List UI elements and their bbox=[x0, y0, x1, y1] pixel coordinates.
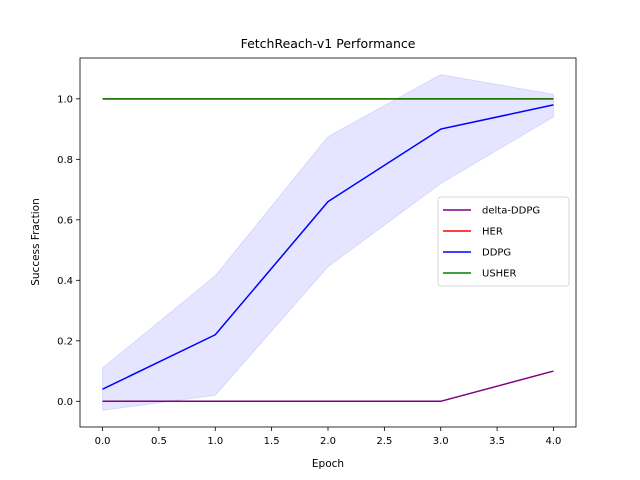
series-line-delta-ddpg bbox=[102, 370, 554, 403]
series-layer bbox=[102, 98, 554, 403]
x-tick-label: 4.0 bbox=[546, 436, 562, 447]
legend-label-ddpg: DDPG bbox=[482, 248, 511, 259]
y-tick-label: 0.4 bbox=[57, 276, 73, 287]
y-axis-label: Success Fraction bbox=[30, 198, 42, 286]
legend-label-usher: USHER bbox=[482, 269, 517, 280]
y-tick-label: 0.0 bbox=[57, 397, 73, 408]
x-tick-label: 3.0 bbox=[433, 436, 449, 447]
y-axis: 0.0 0.2 0.4 0.6 0.8 1.0 bbox=[57, 94, 80, 408]
chart-title: FetchReach-v1 Performance bbox=[241, 36, 416, 51]
legend-label-her: HER bbox=[482, 227, 503, 238]
y-tick-label: 0.8 bbox=[57, 155, 73, 166]
x-tick-label: 3.5 bbox=[489, 436, 505, 447]
band-layer bbox=[102, 74, 554, 411]
y-tick-label: 0.6 bbox=[57, 215, 73, 226]
y-tick-label: 0.2 bbox=[57, 336, 73, 347]
legend-box bbox=[437, 196, 570, 287]
series-line-ddpg bbox=[102, 104, 554, 390]
x-tick-label: 2.5 bbox=[376, 436, 392, 447]
x-tick-label: 1.0 bbox=[207, 436, 223, 447]
x-tick-label: 0.5 bbox=[151, 436, 167, 447]
confidence-band-ddpg bbox=[102, 74, 554, 411]
y-tick-label: 1.0 bbox=[57, 94, 73, 105]
x-tick-label: 0.0 bbox=[95, 436, 111, 447]
x-tick-label: 2.0 bbox=[320, 436, 336, 447]
x-tick-label: 1.5 bbox=[264, 436, 280, 447]
x-axis: 0.0 0.5 1.0 1.5 2.0 2.5 3.0 3.5 4.0 bbox=[95, 427, 562, 447]
legend: delta-DDPG HER DDPG USHER bbox=[437, 196, 570, 287]
legend-label-delta-ddpg: delta-DDPG bbox=[482, 206, 540, 217]
x-axis-label: Epoch bbox=[312, 458, 344, 470]
